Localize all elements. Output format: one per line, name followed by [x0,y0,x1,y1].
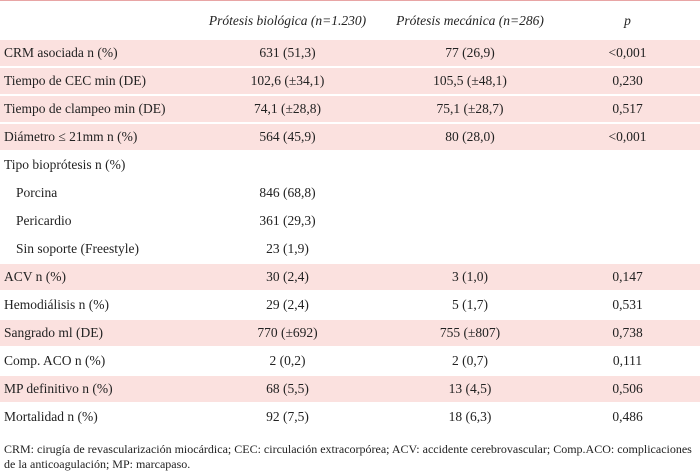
cell-value: 80 (28,0) [385,123,555,152]
row-label: MP definitivo n (%) [0,375,190,404]
cell-value: 77 (26,9) [385,40,555,68]
table-row: MP definitivo n (%) 68 (5,5) 13 (4,5) 0,506 [0,375,700,404]
table-row: Pericardio 361 (29,3) [0,207,700,236]
cell-value: 564 (45,9) [190,123,385,152]
cell-value: 0,111 [555,347,700,376]
cell-value: 2 (0,2) [190,347,385,376]
cell-value: 23 (1,9) [190,235,385,264]
cell-value: 29 (2,4) [190,291,385,320]
row-label: Sangrado ml (DE) [0,319,190,348]
cell-value: 30 (2,4) [190,263,385,292]
footnote: CRM: cirugía de revascularización miocár… [4,442,692,471]
row-label: Tiempo de clampeo min (DE) [0,95,190,124]
cell-value: 75,1 (±28,7) [385,95,555,124]
cell-value: 0,147 [555,263,700,292]
row-label: Comp. ACO n (%) [0,347,190,376]
cell-value: <0,001 [555,123,700,152]
cell-value: 0,531 [555,291,700,320]
cell-value: 361 (29,3) [190,207,385,236]
row-label: CRM asociada n (%) [0,40,190,68]
cell-value: 92 (7,5) [190,403,385,432]
cell-value: 0,486 [555,403,700,432]
table-row: Mortalidad n (%) 92 (7,5) 18 (6,3) 0,486 [0,403,700,432]
cell-value: 3 (1,0) [385,263,555,292]
empty-cell [190,151,385,180]
cell-value: 2 (0,7) [385,347,555,376]
empty-cell [385,179,555,208]
empty-cell [385,151,555,180]
row-label: Diámetro ≤ 21mm n (%) [0,123,190,152]
cell-value: 770 (±692) [190,319,385,348]
table-row: Diámetro ≤ 21mm n (%) 564 (45,9) 80 (28,0)… [0,123,700,152]
empty-cell [385,235,555,264]
row-label: Porcina [0,179,190,208]
table-row: Hemodiálisis n (%) 29 (2,4) 5 (1,7) 0,531 [0,291,700,320]
empty-cell [555,207,700,236]
table-row: Porcina 846 (68,8) [0,179,700,208]
cell-value: 13 (4,5) [385,375,555,404]
header-cell: Prótesis biológica (n=1.230) [208,12,367,28]
empty-cell [555,151,700,180]
row-label: Tipo bioprótesis n (%) [0,151,190,180]
table-row: CRM asociada n (%) 631 (51,3) 77 (26,9) <0,… [0,40,700,68]
header-cell: Prótesis mecánica (n=286) [396,12,544,28]
table-row: Comp. ACO n (%) 2 (0,2) 2 (0,7) 0,111 [0,347,700,376]
cell-value: 105,5 (±48,1) [385,67,555,96]
cell-value: 631 (51,3) [190,40,385,68]
row-label: Mortalidad n (%) [0,403,190,432]
cell-value: 755 (±807) [385,319,555,348]
empty-cell [555,235,700,264]
row-label: Pericardio [0,207,190,236]
cell-value: 0,506 [555,375,700,404]
row-label: Sin soporte (Freestyle) [0,235,190,264]
row-label: Tiempo de CEC min (DE) [0,67,190,96]
empty-cell [555,179,700,208]
table-row: Tipo bioprótesis n (%) [0,151,700,180]
cell-value: 0,738 [555,319,700,348]
cell-value: <0,001 [555,40,700,68]
cell-value: 68 (5,5) [190,375,385,404]
table-row: Tiempo de clampeo min (DE) 74,1 (±28,8) 75… [0,95,700,124]
cell-value: 18 (6,3) [385,403,555,432]
row-label: Hemodiálisis n (%) [0,291,190,320]
header-cell: p [624,12,631,28]
table-row: Tiempo de CEC min (DE) 102,6 (±34,1) 105,5… [0,67,700,96]
empty-cell [385,207,555,236]
cell-value: 846 (68,8) [190,179,385,208]
cell-value: 102,6 (±34,1) [190,67,385,96]
header-blank [0,1,190,41]
data-table: Prótesis biológica (n=1.230) Prótesis me… [0,0,700,432]
header-row: Prótesis biológica (n=1.230) Prótesis me… [0,1,700,41]
cell-value: 74,1 (±28,8) [190,95,385,124]
cell-value: 0,517 [555,95,700,124]
table-row: Sangrado ml (DE) 770 (±692) 755 (±807) 0,73… [0,319,700,348]
cell-value: 0,230 [555,67,700,96]
table-row: Sin soporte (Freestyle) 23 (1,9) [0,235,700,264]
row-label: ACV n (%) [0,263,190,292]
table-row: ACV n (%) 30 (2,4) 3 (1,0) 0,147 [0,263,700,292]
cell-value: 5 (1,7) [385,291,555,320]
